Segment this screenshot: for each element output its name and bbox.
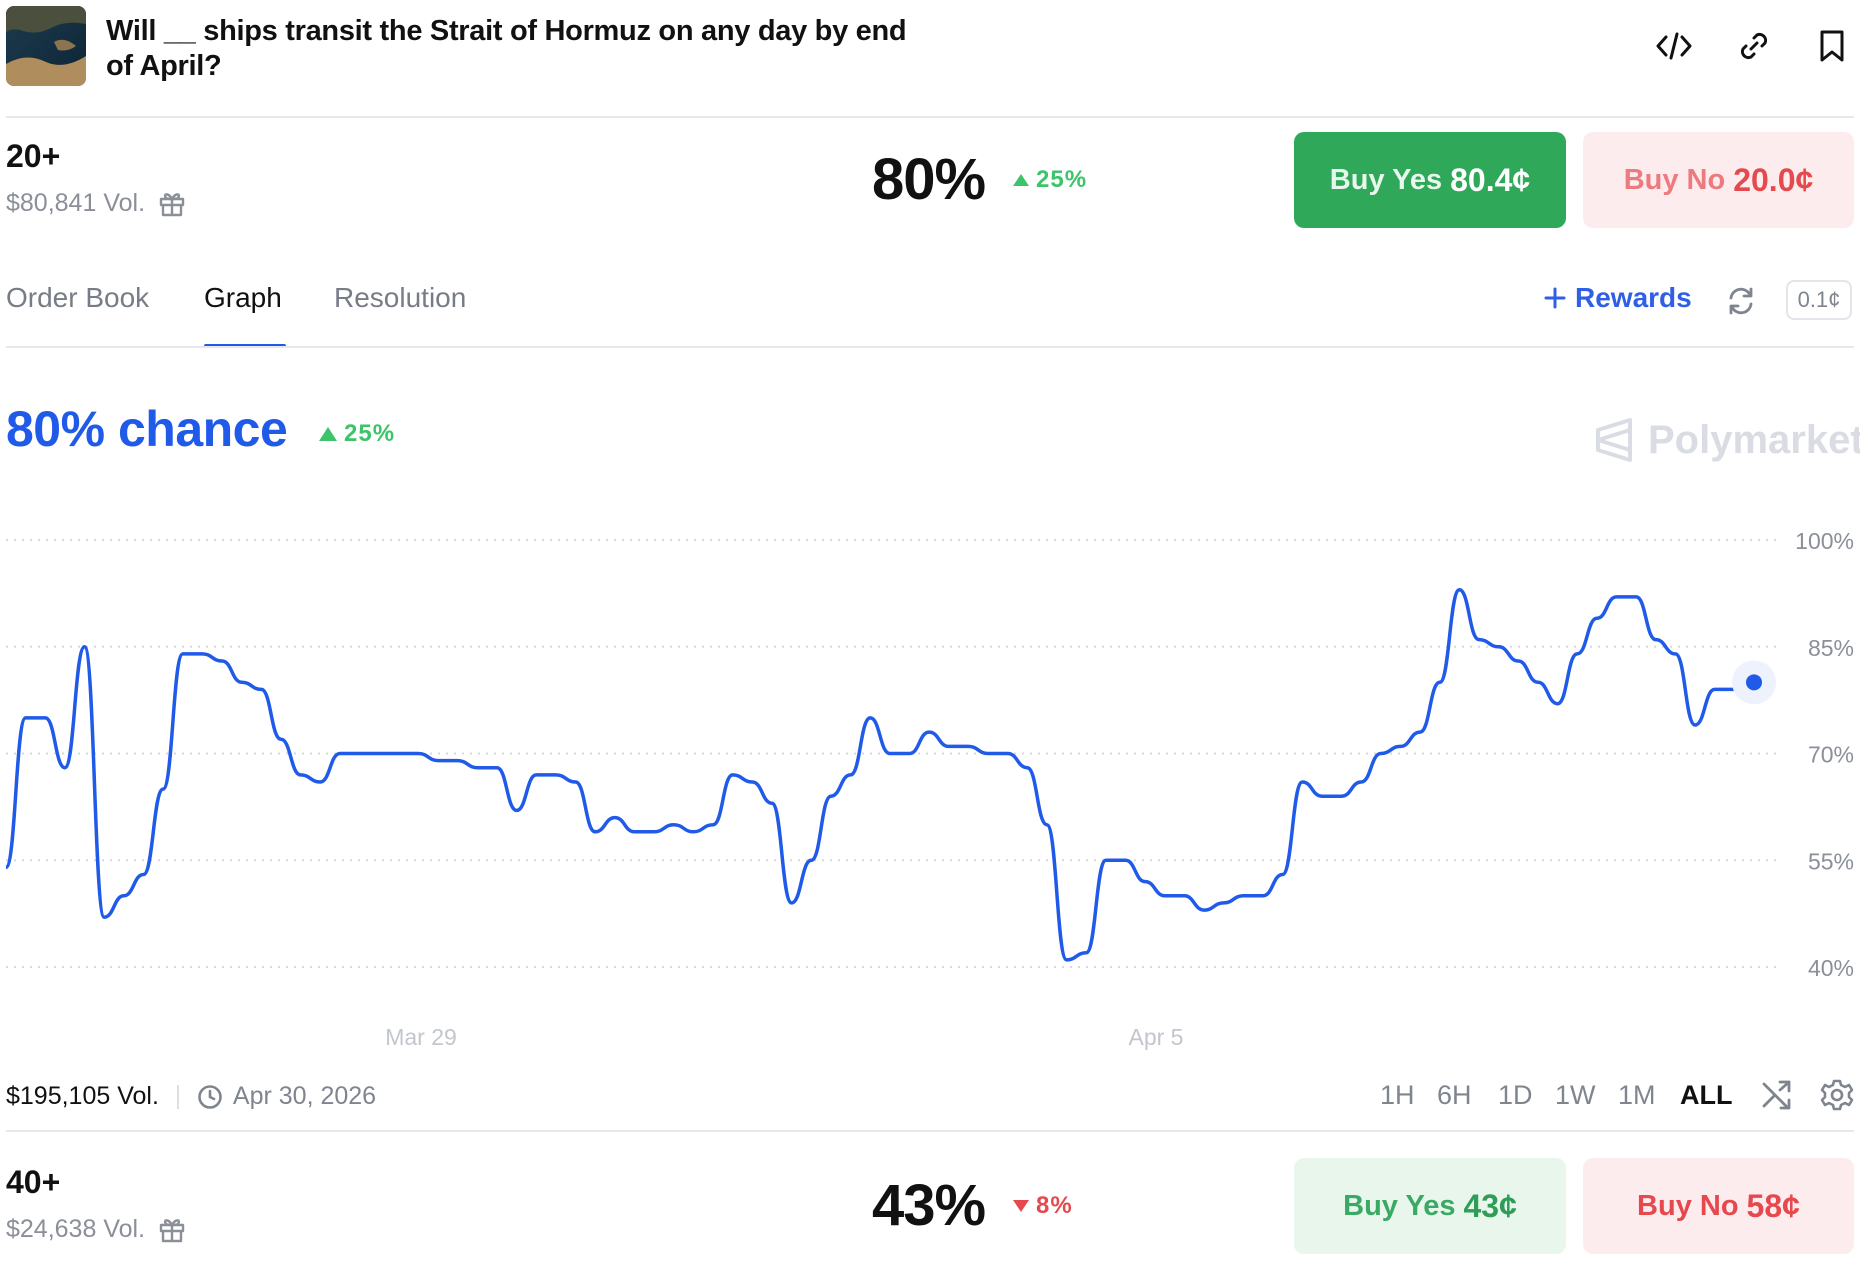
tabs-divider xyxy=(6,346,1854,348)
y-tick-label: 85% xyxy=(1808,635,1854,661)
y-tick-label: 100% xyxy=(1795,528,1854,554)
buy-yes-button[interactable]: Buy Yes 43¢ xyxy=(1294,1158,1566,1254)
y-tick-label: 70% xyxy=(1808,742,1854,768)
chance-change-value: 25% xyxy=(344,420,396,447)
range-1d[interactable]: 1D xyxy=(1498,1080,1533,1110)
shuffle-icon[interactable] xyxy=(1760,1078,1794,1112)
footer-separator xyxy=(176,1084,179,1109)
buy-yes-label: Buy Yes xyxy=(1343,1189,1456,1222)
x-tick-label: Apr 5 xyxy=(1129,1024,1184,1050)
outcome-name: 40+ xyxy=(6,1164,61,1200)
chance-change: 25% xyxy=(318,420,395,448)
buy-no-button[interactable]: Buy No 20.0¢ xyxy=(1583,132,1854,228)
range-1w[interactable]: 1W xyxy=(1555,1080,1596,1110)
range-all[interactable]: ALL xyxy=(1680,1080,1733,1110)
market-thumbnail xyxy=(6,6,86,86)
header-divider xyxy=(6,116,1854,118)
buy-no-button[interactable]: Buy No 58¢ xyxy=(1583,1158,1854,1254)
x-tick-label: Mar 29 xyxy=(385,1024,457,1050)
plus-icon xyxy=(1544,287,1566,309)
y-tick-label: 55% xyxy=(1808,848,1854,874)
series-line xyxy=(4,588,1755,962)
gift-icon[interactable] xyxy=(157,188,187,218)
buy-yes-price: 43¢ xyxy=(1463,1187,1517,1224)
bookmark-icon[interactable] xyxy=(1810,24,1854,68)
buy-yes-button[interactable]: Buy Yes 80.4¢ xyxy=(1294,132,1566,228)
outcome-change: 8% xyxy=(1012,1192,1073,1220)
tab-order-book[interactable]: Order Book xyxy=(6,282,150,313)
triangle-up-icon xyxy=(1013,174,1029,186)
buy-no-price: 20.0¢ xyxy=(1733,161,1814,198)
outcome-change-value: 8% xyxy=(1036,1192,1073,1219)
settings-gear-icon[interactable] xyxy=(1820,1078,1854,1112)
chance-label: 80% chance xyxy=(6,401,288,457)
tab-graph[interactable]: Graph xyxy=(204,282,282,313)
outcome-volume: $80,841 Vol. xyxy=(6,188,187,218)
tab-resolution[interactable]: Resolution xyxy=(334,282,467,313)
graph-footer: $195,105 Vol. Apr 30, 2026 xyxy=(6,1082,376,1111)
outcome-probability: 80% xyxy=(872,147,986,212)
outcome-probability: 43% xyxy=(872,1173,986,1238)
total-volume: $195,105 Vol. xyxy=(6,1082,159,1110)
triangle-down-icon xyxy=(1013,1200,1029,1212)
buy-yes-label: Buy Yes xyxy=(1329,163,1443,196)
outcome-change-value: 25% xyxy=(1036,166,1088,193)
rewards-button[interactable]: Rewards xyxy=(1543,282,1692,314)
end-date-text: Apr 30, 2026 xyxy=(232,1082,377,1110)
end-date: Apr 30, 2026 xyxy=(197,1082,376,1111)
buy-no-price: 58¢ xyxy=(1746,1187,1800,1224)
link-icon[interactable] xyxy=(1732,24,1776,68)
outcome-change: 25% xyxy=(1012,166,1087,194)
embed-code-icon[interactable] xyxy=(1652,24,1696,68)
price-chart[interactable]: 100% 85% 70% 55% 40% Mar 29 Apr 5 xyxy=(0,500,1860,1060)
outcome-volume: $24,638 Vol. xyxy=(6,1214,187,1244)
rewards-label: Rewards xyxy=(1575,282,1692,313)
clock-icon xyxy=(198,1084,222,1109)
outcome-name: 20+ xyxy=(6,138,61,174)
polymarket-brand-text: Polymarket xyxy=(1648,417,1860,462)
buy-no-label: Buy No xyxy=(1637,1189,1739,1222)
market-title: Will __ ships transit the Strait of Horm… xyxy=(106,15,907,82)
range-1h[interactable]: 1H xyxy=(1380,1080,1415,1110)
buy-yes-price: 80.4¢ xyxy=(1450,161,1531,198)
outcome-volume-text: $24,638 Vol. xyxy=(6,1214,146,1243)
outcome-volume-text: $80,841 Vol. xyxy=(6,188,146,217)
y-tick-label: 40% xyxy=(1808,955,1854,981)
gift-icon[interactable] xyxy=(157,1214,187,1244)
graph-divider xyxy=(6,1130,1854,1132)
tick-size-badge[interactable]: 0.1¢ xyxy=(1786,280,1852,320)
triangle-up-icon xyxy=(319,427,337,441)
polymarket-logo-icon xyxy=(1596,418,1632,462)
buy-no-label: Buy No xyxy=(1623,163,1726,196)
refresh-icon[interactable] xyxy=(1724,284,1758,318)
range-1m[interactable]: 1M xyxy=(1618,1080,1656,1110)
range-6h[interactable]: 6H xyxy=(1437,1080,1472,1110)
polymarket-watermark: Polymarket xyxy=(1592,416,1860,464)
current-point[interactable] xyxy=(1746,674,1762,691)
